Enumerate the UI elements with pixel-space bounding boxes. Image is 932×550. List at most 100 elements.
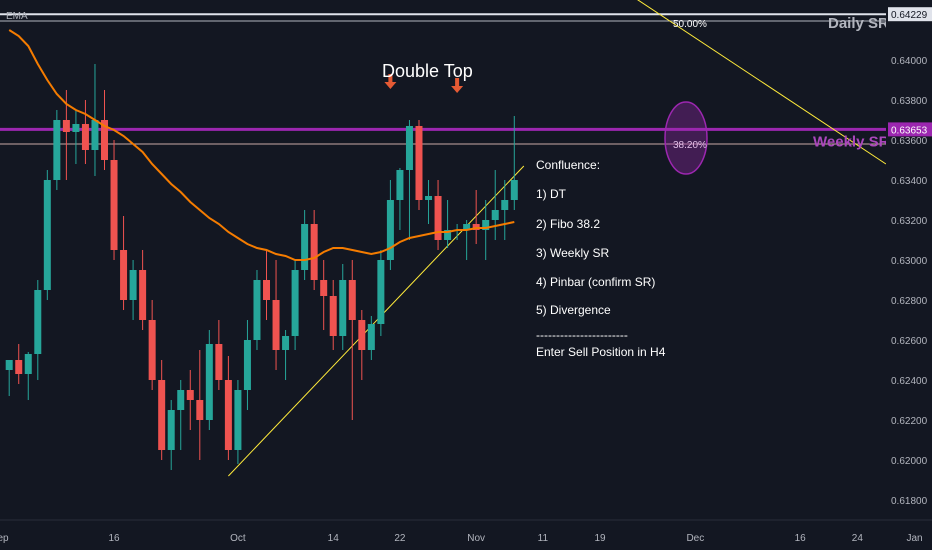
candle-body[interactable] [396,170,404,200]
candle-body[interactable] [253,280,261,340]
confluence-item: 3) Weekly SR [536,246,609,260]
y-tick-label: 0.64229 [891,10,928,21]
x-tick-label: 19 [594,533,606,544]
candle-body[interactable] [282,336,290,350]
candle-body[interactable] [310,224,318,280]
down-arrow-icon [384,74,397,89]
x-tick-label: 22 [394,533,406,544]
y-tick-label: 0.61800 [891,496,928,507]
candle-body[interactable] [425,196,433,200]
candle-body[interactable] [101,120,108,160]
candle-body[interactable] [434,196,442,240]
downtrend-line[interactable] [571,0,887,165]
candle-body[interactable] [129,270,137,300]
action-text: Enter Sell Position in H4 [536,345,666,359]
candle-body[interactable] [291,270,299,336]
x-tick-label: Dec [686,533,704,544]
candle-body[interactable] [53,120,61,180]
x-tick-label: Jan [906,533,922,544]
candle-body[interactable] [34,290,42,354]
x-tick-label: 16 [795,533,807,544]
highlight-ellipse[interactable] [664,101,708,175]
x-tick-label: 11 [538,533,549,544]
confluence-item: 5) Divergence [536,303,611,317]
candle-body[interactable] [72,124,80,132]
x-tick-label: 24 [852,533,864,544]
support-trendline[interactable] [228,165,525,477]
y-tick-label: 0.62200 [891,416,928,427]
candle-body[interactable] [463,224,471,230]
candle-body[interactable] [24,354,32,374]
confluence-separator: ----------------------- [536,328,628,342]
candle-body[interactable] [263,280,271,300]
candle-body[interactable] [510,180,518,200]
candle-body[interactable] [177,390,185,410]
y-tick-label: 0.63800 [891,96,928,107]
candle-body[interactable] [110,160,118,250]
candle-body[interactable] [272,300,280,350]
candle-body[interactable] [91,120,99,150]
x-tick-label: 14 [328,533,340,544]
candle-body[interactable] [358,320,366,350]
confluence-title: Confluence: [536,158,600,172]
candle-body[interactable] [320,280,328,296]
candle-body[interactable] [167,410,175,450]
candle-body[interactable] [386,200,394,260]
candle-body[interactable] [377,260,385,324]
candle-body[interactable] [415,126,423,200]
price-tag [888,122,932,137]
candle-body[interactable] [205,344,213,420]
candle-body[interactable] [301,224,309,270]
x-axis-panel [0,520,932,550]
x-tick-label: Oct [230,533,246,544]
candle-body[interactable] [5,360,13,370]
candle-body[interactable] [224,380,232,450]
ema-line[interactable] [8,29,515,261]
candle-body[interactable] [339,280,347,336]
fibo-38-label: 38.20% [673,140,707,151]
candle-body[interactable] [81,124,89,150]
y-tick-label: 0.62000 [891,456,928,467]
candle-body[interactable] [348,280,356,320]
candle-body[interactable] [444,230,452,240]
y-tick-label: 0.63000 [891,256,928,267]
fibo-50-label: 50.00% [673,19,707,30]
candle-body[interactable] [482,220,490,230]
x-tick-label: Sep [0,533,9,544]
confluence-item: 1) DT [536,187,567,201]
candle-body[interactable] [367,324,375,350]
candle-body[interactable] [43,180,51,290]
y-tick-label: 0.64000 [891,56,928,67]
candle-body[interactable] [215,344,223,380]
y-tick-label: 0.62600 [891,336,928,347]
y-tick-label: 0.62800 [891,296,928,307]
y-tick-label: 0.63400 [891,176,928,187]
candle-body[interactable] [491,210,499,220]
indicator-legend[interactable]: EMA [6,11,28,22]
price-tag [888,7,932,22]
y-tick-label: 0.63600 [891,136,928,147]
confluence-item: 4) Pinbar (confirm SR) [536,275,655,289]
candle-body[interactable] [139,270,147,320]
down-arrow-icon [451,78,464,93]
candle-body[interactable] [243,340,251,390]
candle-body[interactable] [329,296,337,336]
y-tick-label: 0.63200 [891,216,928,227]
candle-body[interactable] [15,360,23,374]
candle-body[interactable] [405,126,413,170]
candle-body[interactable] [62,120,70,132]
weekly-sr-label: Weekly SR [813,133,890,150]
candle-body[interactable] [196,400,204,420]
y-tick-label: 0.62400 [891,376,928,387]
y-axis-panel [886,0,932,550]
daily-sr-label: Daily SR [828,15,889,32]
candle-body[interactable] [148,320,156,380]
candle-body[interactable] [186,390,194,400]
candle-body[interactable] [234,390,242,450]
candle-body[interactable] [158,380,166,450]
y-tick-label: 0.63653 [891,125,928,136]
confluence-item: 2) Fibo 38.2 [536,217,600,231]
candle-body[interactable] [501,200,509,210]
candle-body[interactable] [120,250,128,300]
